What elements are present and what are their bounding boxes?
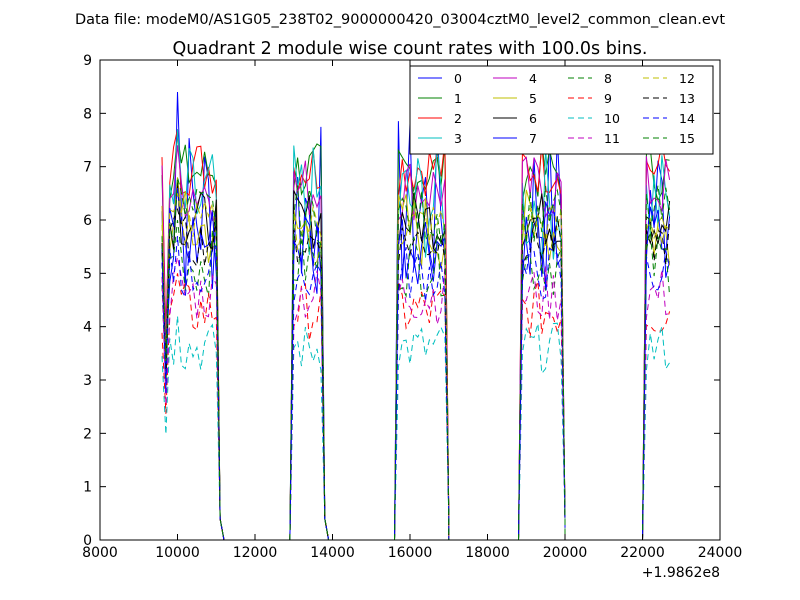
series-line-13	[161, 207, 671, 541]
legend-label-0: 0	[454, 71, 462, 86]
x-tick-label: 20000	[543, 545, 588, 561]
series-line-2	[161, 129, 671, 541]
legend-label-4: 4	[529, 71, 537, 86]
series-line-11	[161, 257, 670, 541]
chart-title: Quadrant 2 module wise count rates with …	[173, 39, 648, 59]
series-line-14	[161, 235, 671, 541]
x-tick-label: 10000	[155, 545, 200, 561]
legend-label-2: 2	[454, 111, 462, 126]
legend-label-7: 7	[529, 131, 537, 146]
series-layer	[161, 91, 671, 541]
legend-label-6: 6	[529, 111, 537, 126]
legend-frame	[409, 65, 714, 155]
y-tick-label: 8	[83, 106, 92, 122]
series-line-12	[161, 193, 670, 541]
series-line-9	[161, 273, 671, 541]
legend-label-10: 10	[604, 111, 620, 126]
y-tick-label: 6	[83, 213, 92, 229]
y-tick-label: 0	[83, 533, 92, 549]
legend-label-3: 3	[454, 131, 462, 146]
y-tick-label: 1	[83, 480, 92, 496]
legend-label-1: 1	[454, 91, 462, 106]
legend-label-12: 12	[679, 71, 695, 86]
legend-label-8: 8	[604, 71, 612, 86]
series-line-3	[161, 129, 671, 541]
x-offset-label: +1.9862e8	[642, 565, 720, 581]
x-tick-label: 22000	[620, 545, 665, 561]
legend-label-9: 9	[604, 91, 612, 106]
x-tick-label: 18000	[465, 545, 510, 561]
y-tick-label: 3	[83, 373, 92, 389]
x-tick-label: 8000	[82, 545, 118, 561]
series-line-10	[161, 315, 671, 541]
plot-frame	[99, 59, 721, 541]
series-line-7	[161, 187, 671, 541]
legend-label-15: 15	[679, 131, 695, 146]
series-line-15	[161, 177, 671, 541]
y-tick-label: 7	[83, 160, 92, 176]
legend-label-13: 13	[679, 91, 695, 106]
legend-label-5: 5	[529, 91, 537, 106]
data-file-label: Data file: modeM0/AS1G05_238T02_90000004…	[75, 12, 725, 28]
x-tick-label: 14000	[310, 545, 355, 561]
legend-label-14: 14	[679, 111, 695, 126]
x-tick-label: 24000	[698, 545, 743, 561]
series-line-8	[161, 219, 671, 541]
y-tick-label: 4	[83, 320, 92, 336]
y-tick-label: 9	[83, 53, 92, 69]
x-tick-label: 16000	[388, 545, 433, 561]
legend-label-11: 11	[604, 131, 620, 146]
series-line-1	[161, 134, 670, 541]
y-tick-label: 2	[83, 426, 92, 442]
x-tick-label: 12000	[233, 545, 278, 561]
y-tick-label: 5	[83, 266, 92, 282]
